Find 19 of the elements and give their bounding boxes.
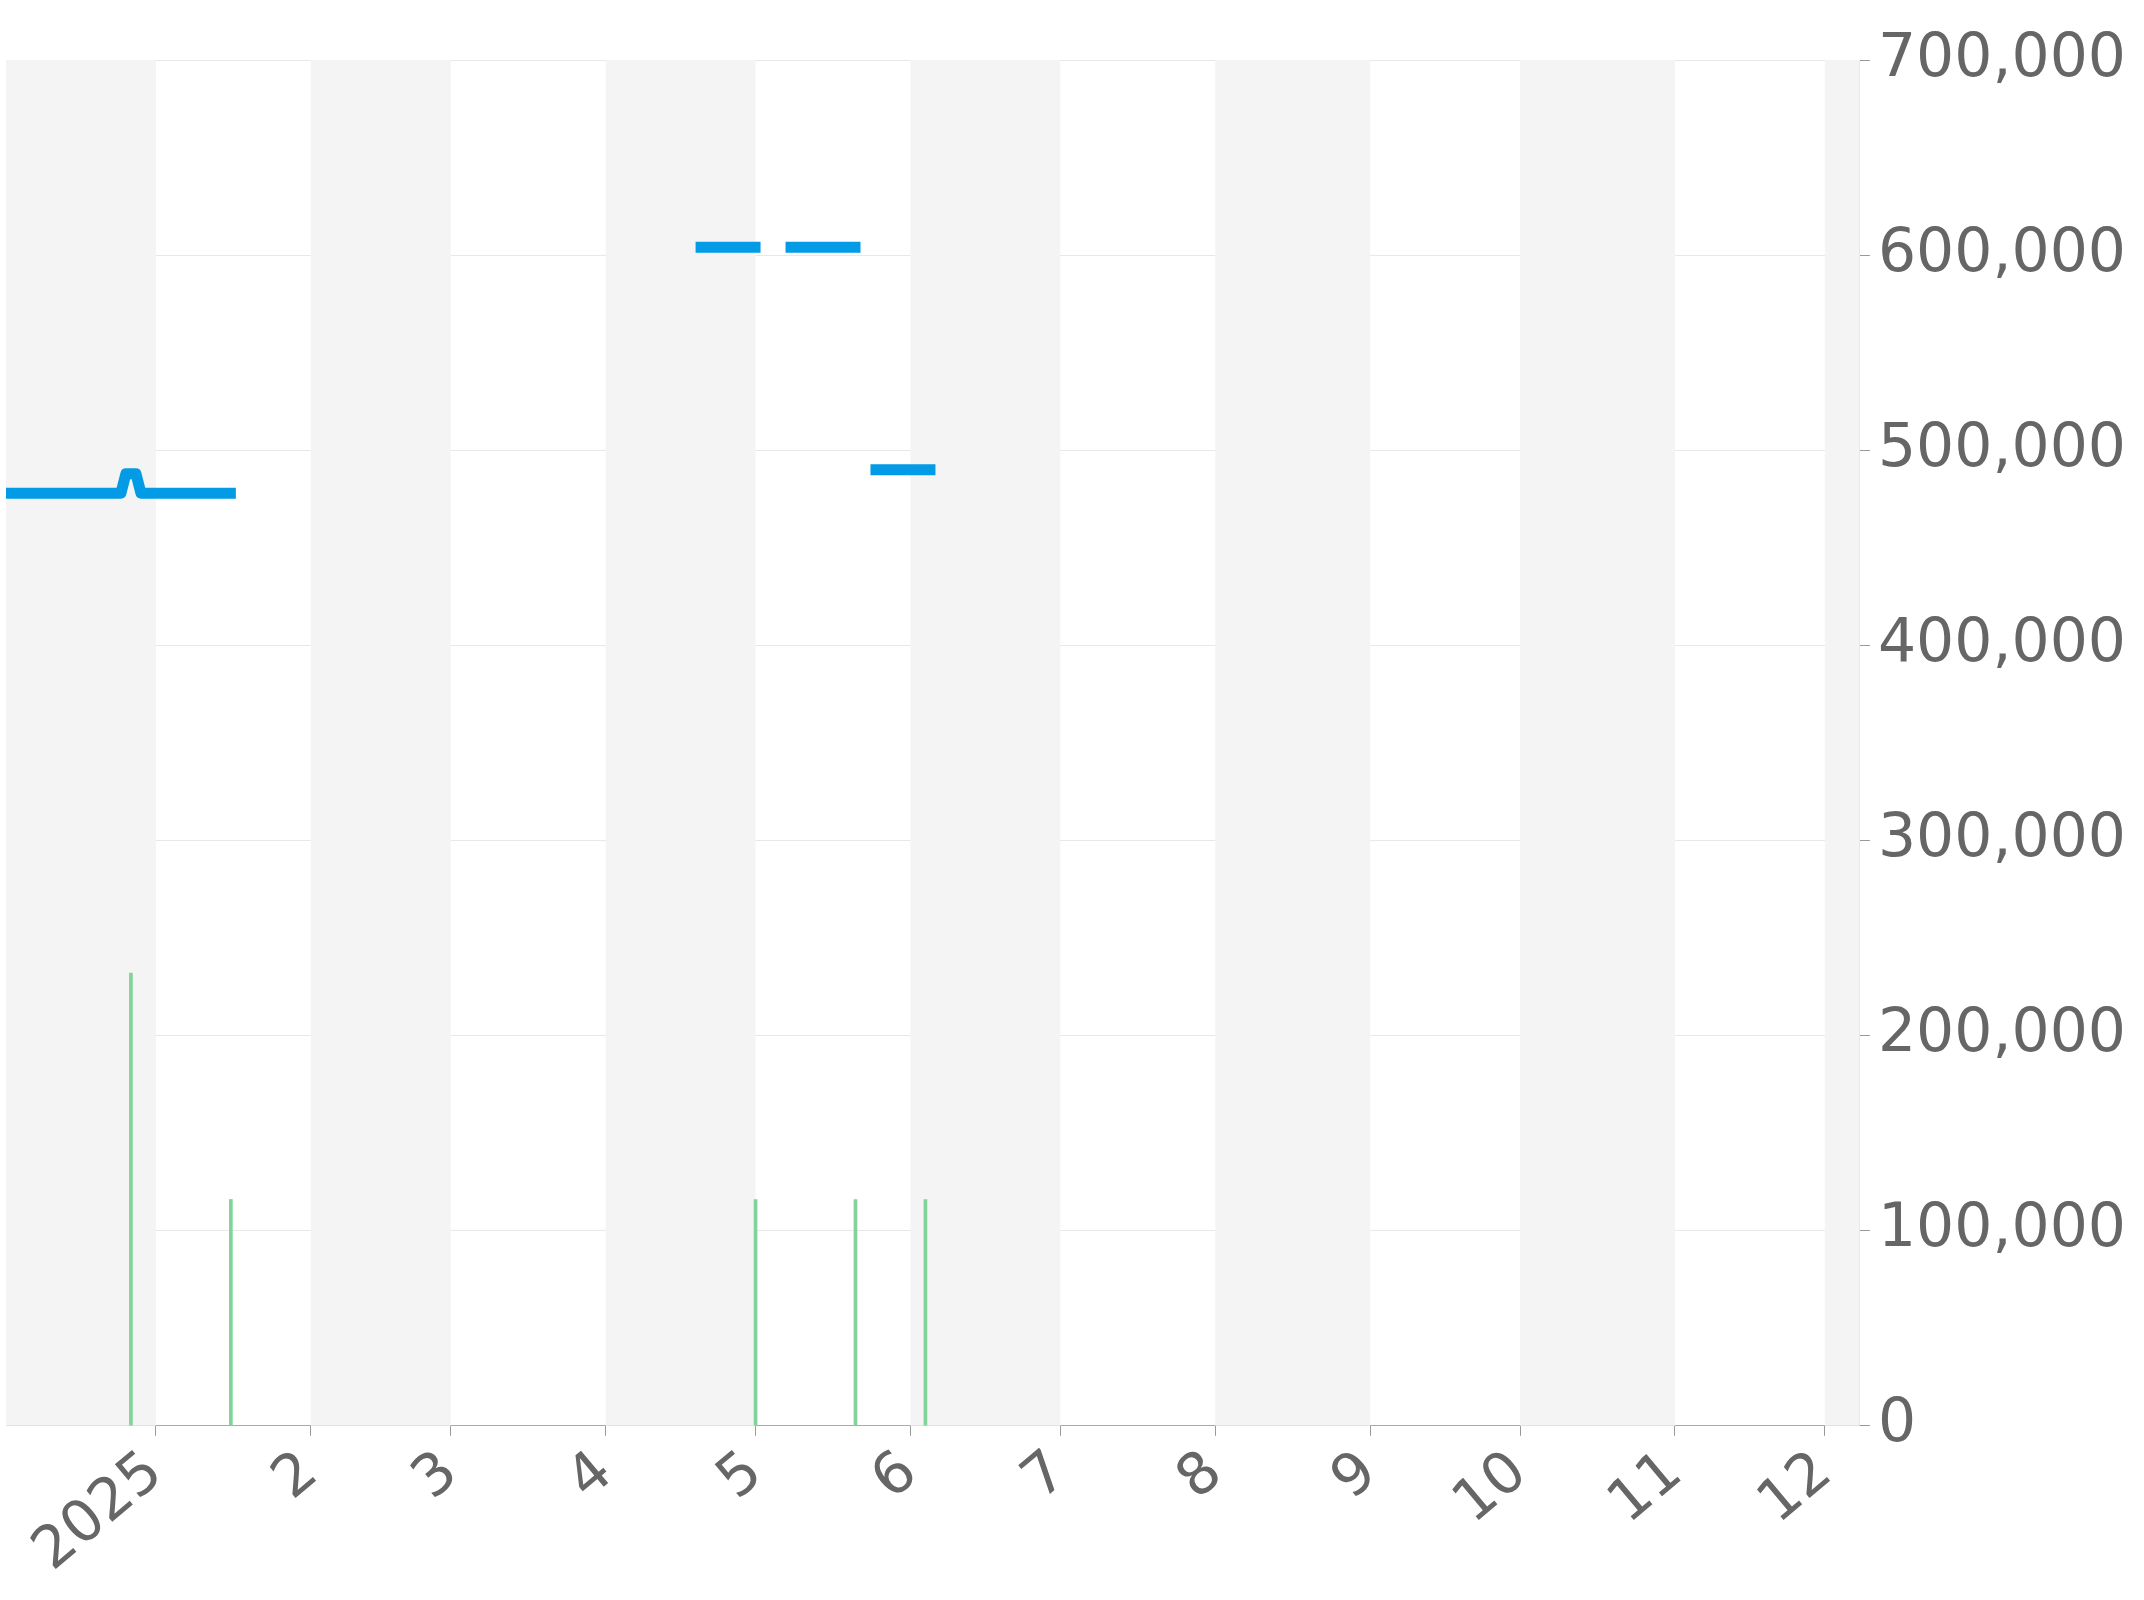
x-tick-label: 3 (397, 1435, 470, 1512)
y-tick-label: 0 (1877, 1385, 1917, 1456)
x-tick-label: 10 (1438, 1435, 1539, 1536)
y-tick-label: 200,000 (1877, 995, 2127, 1066)
y-tick-label: 400,000 (1877, 604, 2127, 675)
x-tick-label: 8 (1161, 1435, 1234, 1512)
x-tick-label: 9 (1316, 1435, 1389, 1512)
y-tick-label: 500,000 (1877, 409, 2127, 480)
x-tick-label: 12 (1743, 1435, 1844, 1536)
x-tick-label: 7 (1007, 1435, 1080, 1512)
y-tick-label: 700,000 (1877, 19, 2127, 90)
y-tick-label: 600,000 (1877, 214, 2127, 285)
y-tick-label: 300,000 (1877, 800, 2127, 871)
x-tick-label: 6 (857, 1435, 930, 1512)
x-tick-label: 4 (552, 1435, 625, 1512)
y-tick-label: 100,000 (1877, 1190, 2127, 1261)
x-tick-label: 5 (702, 1435, 775, 1512)
x-tick-label: 2 (257, 1435, 330, 1512)
x-tick-label: 11 (1593, 1435, 1694, 1536)
